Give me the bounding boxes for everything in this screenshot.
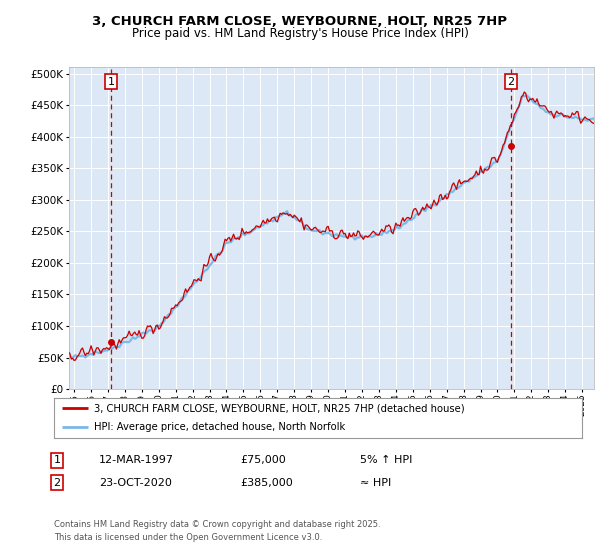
Text: 2: 2 bbox=[508, 77, 515, 87]
Text: 1: 1 bbox=[107, 77, 115, 87]
Text: 12-MAR-1997: 12-MAR-1997 bbox=[99, 455, 174, 465]
Text: 23-OCT-2020: 23-OCT-2020 bbox=[99, 478, 172, 488]
Text: HPI: Average price, detached house, North Norfolk: HPI: Average price, detached house, Nort… bbox=[94, 422, 345, 432]
Text: £75,000: £75,000 bbox=[240, 455, 286, 465]
Text: 5% ↑ HPI: 5% ↑ HPI bbox=[360, 455, 412, 465]
Text: Contains HM Land Registry data © Crown copyright and database right 2025.
This d: Contains HM Land Registry data © Crown c… bbox=[54, 520, 380, 542]
Text: 1: 1 bbox=[53, 455, 61, 465]
Text: £385,000: £385,000 bbox=[240, 478, 293, 488]
Text: ≈ HPI: ≈ HPI bbox=[360, 478, 391, 488]
Text: 3, CHURCH FARM CLOSE, WEYBOURNE, HOLT, NR25 7HP: 3, CHURCH FARM CLOSE, WEYBOURNE, HOLT, N… bbox=[92, 15, 508, 28]
Text: 3, CHURCH FARM CLOSE, WEYBOURNE, HOLT, NR25 7HP (detached house): 3, CHURCH FARM CLOSE, WEYBOURNE, HOLT, N… bbox=[94, 404, 464, 413]
Text: 2: 2 bbox=[53, 478, 61, 488]
Text: Price paid vs. HM Land Registry's House Price Index (HPI): Price paid vs. HM Land Registry's House … bbox=[131, 27, 469, 40]
